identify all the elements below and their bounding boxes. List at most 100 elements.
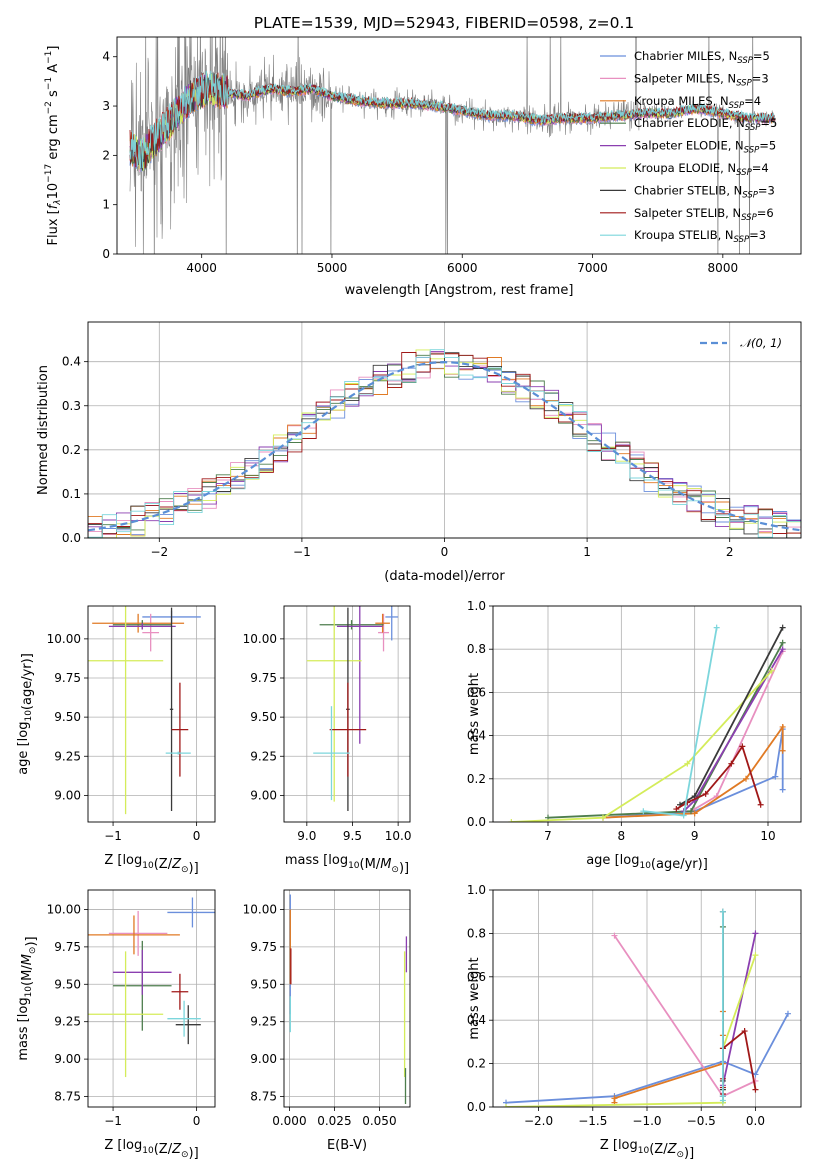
x-tick-label: 8 <box>618 829 626 843</box>
panel-residuals: −2 −1 0 1 2 0.0 0.1 0.2 0.3 0.4 𝒩(0, 1) (data-model… <box>36 321 802 584</box>
weight-marker-chabrier-miles <box>779 786 786 793</box>
x-tick-label: 0 <box>193 1114 201 1128</box>
weight-marker-salpeter-elodie <box>752 930 759 937</box>
x-tick-label: 10 <box>760 829 775 843</box>
y-axis-label: mass weight <box>467 957 482 1039</box>
y-tick-label: 0.0 <box>62 531 81 545</box>
weight-marker-chabrier-miles <box>784 1010 791 1017</box>
y-tick-label: 9.00 <box>54 1052 81 1066</box>
y-tick-label: 9.25 <box>250 1015 277 1029</box>
errorbar-kroupa-elodie <box>306 606 362 802</box>
legend-entry-kroupa-miles: Kroupa MILES, NSSP=4 <box>634 94 761 111</box>
axes-frame <box>492 889 802 1108</box>
weight-line-kroupa-stelib <box>643 627 718 817</box>
y-tick-label: 9.75 <box>54 940 81 954</box>
errorbar-kroupa-elodie <box>88 606 164 815</box>
axes-frame <box>283 605 411 823</box>
panel-mass-vs-z: −1 0 8.75 9.00 9.25 9.50 9.75 10.00 Z [log10(Z/Z… <box>16 889 216 1161</box>
weight-marker-kroupa-elodie <box>768 667 775 674</box>
weight-marker-salpeter-stelib <box>741 1028 748 1035</box>
errorbar-salpeter-elodie <box>113 949 172 995</box>
legend-entry-kroupa-stelib: Kroupa STELIB, NSSP=3 <box>634 228 766 245</box>
x-tick-label: 10.0 <box>385 829 412 843</box>
y-tick-label: 4 <box>102 50 110 64</box>
y-tick-label: 9.50 <box>54 710 81 724</box>
plot-area <box>508 624 786 822</box>
errorbar-chabrier-stelib <box>169 607 174 812</box>
weight-marker-kroupa-stelib <box>713 624 720 631</box>
x-tick-label: 7000 <box>577 261 608 275</box>
x-axis-label: wavelength [Angstrom, rest frame] <box>345 283 574 298</box>
y-tick-label: 0.8 <box>467 642 486 656</box>
y-tick-label: 1 <box>102 198 110 212</box>
panel-spectrum: 4000 5000 6000 7000 8000 0 1 2 3 4 wavelength [Ang… <box>44 36 802 298</box>
legend-entry-chabrier-stelib: Chabrier STELIB, NSSP=3 <box>634 183 775 200</box>
plot-area <box>88 606 201 815</box>
errorbar-kroupa-stelib <box>165 751 191 755</box>
x-tick-label: 2 <box>726 545 734 559</box>
panel-age-vs-mass: 9.0 9.5 10.0 9.00 9.25 9.50 9.75 10.00 mass [log… <box>243 605 412 876</box>
x-tick-label: 0.050 <box>362 1114 396 1128</box>
weight-marker-chabrier-elodie <box>688 808 694 815</box>
x-tick-label: 0.0 <box>746 1114 765 1128</box>
x-tick-label: 9 <box>691 829 699 843</box>
y-tick-label: 9.75 <box>54 671 81 685</box>
axes-frame <box>283 889 411 1108</box>
plot-area <box>129 37 776 254</box>
errorbar-kroupa-miles <box>92 613 185 633</box>
x-axis-label: Z [log10(Z/Z⊙)] <box>104 853 198 876</box>
y-tick-label: 10.00 <box>243 902 277 916</box>
x-axis-label: Z [log10(Z/Z⊙)] <box>104 1138 198 1161</box>
x-tick-label: 1 <box>583 545 591 559</box>
y-axis-label: Flux [fλ10−17 erg cm−2 s−1 A−1] <box>44 46 63 246</box>
x-tick-label: −0.5 <box>687 1114 716 1128</box>
plot-area <box>289 894 408 1105</box>
weight-marker-kroupa-elodie <box>684 760 691 767</box>
y-tick-label: 0.4 <box>467 1013 486 1027</box>
x-tick-label: −2 <box>150 545 168 559</box>
y-tick-label: 0.4 <box>467 729 486 743</box>
weight-marker-chabrier-miles <box>772 773 779 780</box>
y-tick-label: 0.0 <box>467 815 486 829</box>
weight-marker-kroupa-miles <box>691 810 698 817</box>
errorbar-salpeter-stelib <box>329 682 367 777</box>
y-tick-label: 9.00 <box>250 788 277 802</box>
x-tick-label: 7 <box>544 829 552 843</box>
axes-frame <box>87 889 216 1108</box>
x-axis-label: mass [log10(M/M⊙)] <box>285 853 409 876</box>
weight-line-kroupa-elodie <box>511 670 773 822</box>
x-tick-label: 0.025 <box>317 1114 351 1128</box>
errorbar-salpeter-miles <box>108 910 168 956</box>
y-tick-label: 0.6 <box>467 970 486 984</box>
y-tick-label: 0.2 <box>467 772 486 786</box>
weight-marker-kroupa-miles <box>779 747 786 754</box>
panel-massweight-vs-age: 7 8 9 10 0.0 0.2 0.4 0.6 0.8 1.0 age [log10(age/yr… <box>467 599 802 872</box>
histogram-kroupa-elodie <box>88 349 801 538</box>
x-axis-label: Z [log10(Z/Z⊙)] <box>600 1138 694 1161</box>
y-axis-label: mass [log10(M/M⊙)] <box>16 936 39 1060</box>
y-tick-label: 8.75 <box>54 1090 81 1104</box>
weight-marker-chabrier-stelib <box>691 793 698 800</box>
errorbar-chabrier-miles <box>385 606 399 641</box>
y-tick-label: 0.4 <box>62 355 81 369</box>
errorbar-kroupa-stelib <box>313 706 350 801</box>
y-tick-label: 1.0 <box>467 599 486 613</box>
weight-marker-kroupa-miles <box>779 723 786 730</box>
normal-curve-line <box>88 360 801 532</box>
weight-marker-kroupa-stelib <box>640 808 647 815</box>
y-tick-label: 0.8 <box>467 926 486 940</box>
histogram-kroupa-stelib <box>88 349 801 538</box>
y-tick-label: 1.0 <box>467 883 486 897</box>
legend-entry-kroupa-elodie: Kroupa ELODIE, NSSP=4 <box>634 161 769 178</box>
legend-entry-salpeter-miles: Salpeter MILES, NSSP=3 <box>634 71 769 88</box>
weight-marker-salpeter-stelib <box>757 801 764 808</box>
y-tick-label: 9.25 <box>250 749 277 763</box>
weight-marker-kroupa-stelib <box>719 908 726 915</box>
y-tick-label: 9.25 <box>54 1015 81 1029</box>
y-axis-label: age [log10(age/yr)] <box>16 653 35 775</box>
weight-marker-salpeter-stelib <box>702 790 709 797</box>
model-line-kroupa-stelib <box>129 70 776 169</box>
errorbar-kroupa-stelib <box>167 1000 201 1037</box>
y-tick-label: 0.6 <box>467 685 486 699</box>
